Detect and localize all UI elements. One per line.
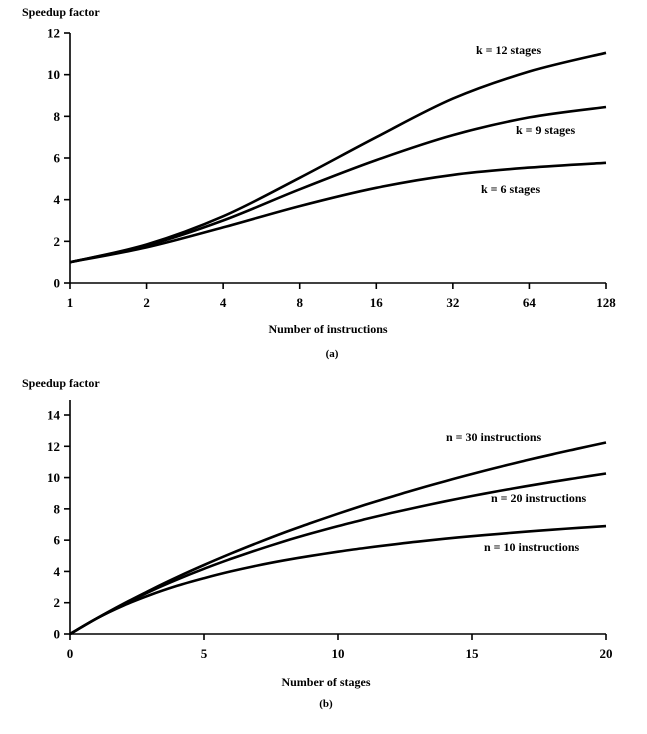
y-tick-label: 14 — [47, 408, 61, 423]
y-tick-label: 12 — [47, 439, 60, 454]
y-tick-label: 10 — [47, 470, 60, 485]
series-line-a-2 — [69, 161, 607, 264]
y-tick-label: 8 — [54, 109, 61, 124]
x-tick-label: 5 — [201, 646, 208, 661]
x-tick-label: 64 — [523, 295, 537, 310]
chart-b-ylabel: Speedup factor — [22, 376, 100, 390]
y-tick-label: 10 — [47, 67, 60, 82]
x-tick-label: 0 — [67, 646, 74, 661]
y-tick-label: 2 — [54, 234, 61, 249]
y-tick-label: 6 — [54, 533, 61, 548]
x-tick-label: 1 — [67, 295, 74, 310]
chart-b-label-n30: n = 30 instructions — [446, 430, 542, 444]
chart-b-label-n10: n = 10 instructions — [484, 540, 580, 554]
chart-a-label-k6: k = 6 stages — [481, 182, 541, 196]
chart-a-x-ticks: 1 2 4 8 16 32 64 128 — [67, 283, 616, 310]
y-tick-label: 0 — [54, 627, 61, 642]
series-line-b-1 — [69, 472, 607, 636]
chart-b-xlabel: Number of stages — [281, 675, 370, 689]
x-tick-label: 20 — [600, 646, 613, 661]
chart-a-label-k9: k = 9 stages — [516, 123, 576, 137]
series-line-a-0 — [69, 51, 607, 264]
chart-b-x-ticks: 0 5 10 15 20 — [67, 634, 613, 661]
y-tick-label: 2 — [54, 595, 61, 610]
chart-a-series — [69, 51, 607, 264]
x-tick-label: 4 — [220, 295, 227, 310]
chart-b-label-n20: n = 20 instructions — [491, 491, 587, 505]
x-tick-label: 15 — [466, 646, 480, 661]
x-tick-label: 16 — [370, 295, 384, 310]
series-line-a-1 — [69, 105, 607, 264]
series-line-b-0 — [69, 441, 607, 636]
y-tick-label: 6 — [54, 151, 61, 166]
y-tick-label: 8 — [54, 501, 61, 516]
chart-b-caption: (b) — [319, 698, 333, 710]
y-tick-label: 0 — [54, 276, 61, 291]
chart-b: Speedup factor 0 2 4 6 8 10 12 14 0 5 10 15 20 n = … — [22, 376, 613, 710]
chart-a-xlabel: Number of instructions — [268, 322, 387, 336]
y-tick-label: 4 — [54, 192, 61, 207]
x-tick-label: 32 — [446, 295, 459, 310]
x-tick-label: 128 — [596, 295, 616, 310]
chart-a-ylabel: Speedup factor — [22, 5, 100, 19]
chart-b-series — [69, 441, 607, 636]
chart-a-y-ticks: 0 2 4 6 8 10 12 — [47, 26, 70, 291]
x-tick-label: 10 — [332, 646, 345, 661]
y-tick-label: 4 — [54, 564, 61, 579]
x-tick-label: 8 — [296, 295, 303, 310]
chart-a-label-k12: k = 12 stages — [476, 43, 542, 57]
series-line-b-2 — [69, 524, 607, 636]
x-tick-label: 2 — [143, 295, 150, 310]
y-tick-label: 12 — [47, 26, 60, 41]
chart-a-caption: (a) — [326, 348, 339, 360]
chart-b-y-ticks: 0 2 4 6 8 10 12 14 — [47, 408, 70, 642]
